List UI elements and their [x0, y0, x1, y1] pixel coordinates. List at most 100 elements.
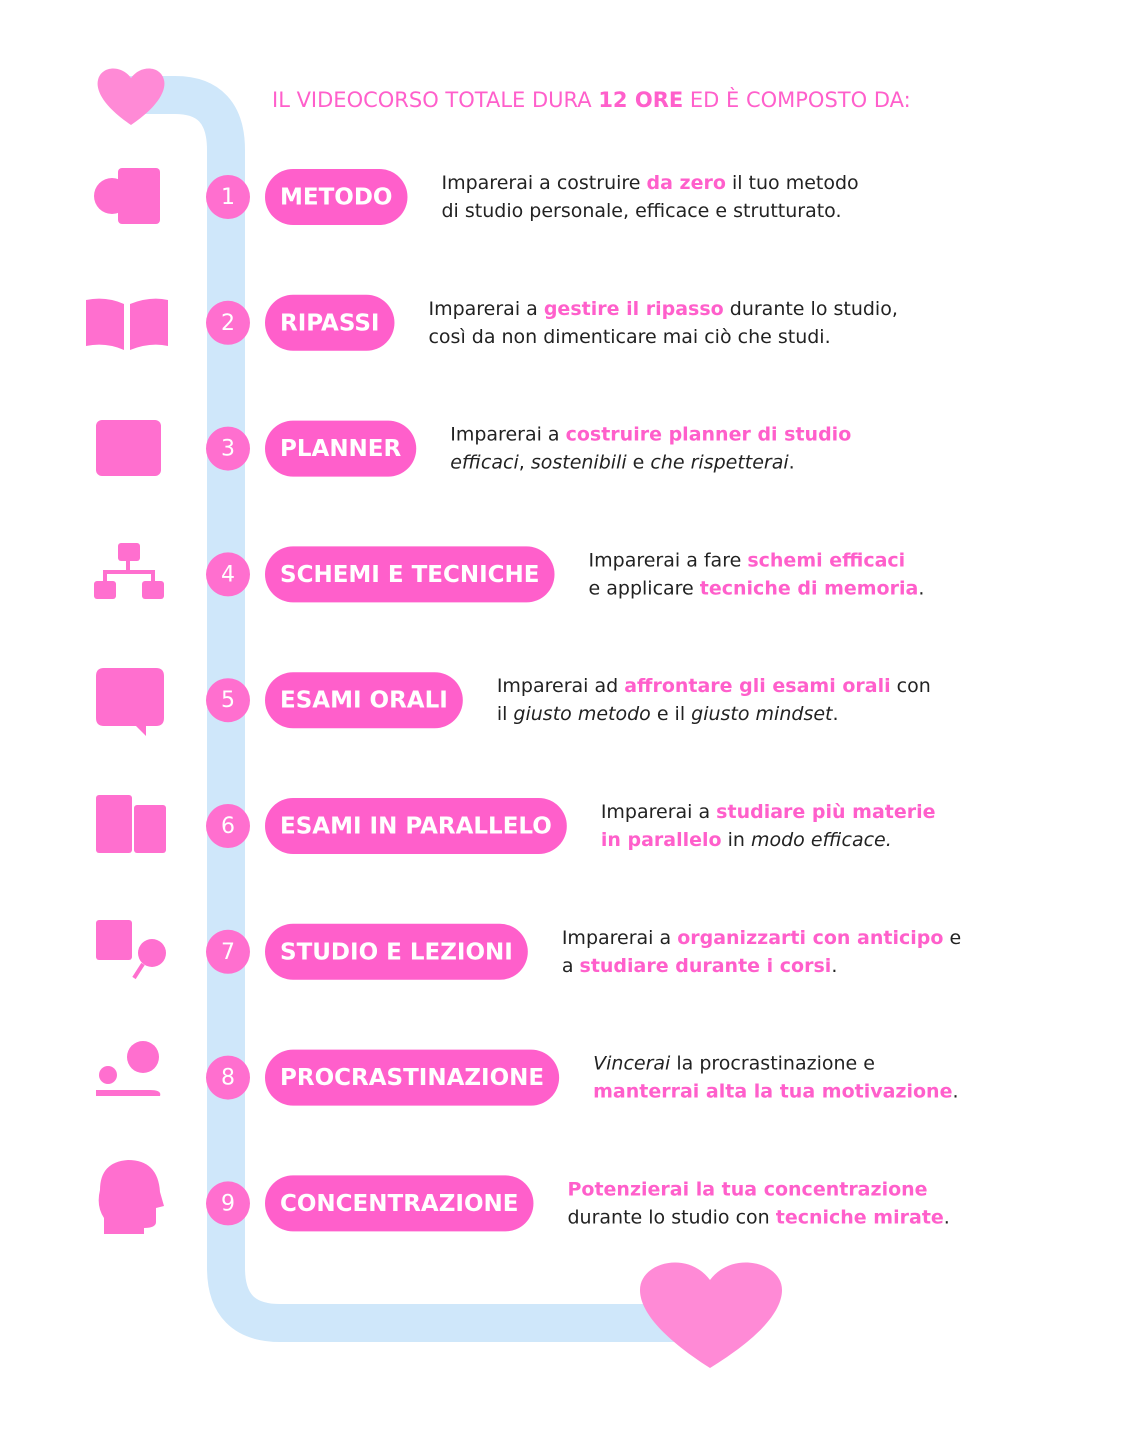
description-segment: così da non dimenticare mai ciò che stud…: [428, 325, 830, 347]
number-badge: [206, 929, 250, 974]
description-line: durante lo studio con tecniche mirate.: [567, 1206, 949, 1228]
number: 3: [221, 437, 235, 462]
description-segment: con: [891, 675, 931, 697]
header-segment: 12 ORE: [598, 88, 683, 112]
number-badge: [206, 804, 250, 848]
description-segment: gestire il ripasso: [544, 297, 724, 319]
header: IL VIDEOCORSO TOTALE DURA 12 ORE ED È CO…: [272, 87, 911, 112]
description-segment: .: [952, 1080, 958, 1102]
number-badge: [206, 1181, 250, 1226]
icon-speech: [96, 668, 164, 736]
description-segment: Imparerai a costruire: [441, 172, 646, 194]
number: 9: [221, 1191, 235, 1216]
number: 7: [221, 940, 235, 965]
module-label: PROCRASTINAZIONE: [280, 1065, 544, 1091]
module-label: PLANNER: [280, 436, 402, 462]
description-segment: studiare più materie: [716, 801, 935, 823]
description-segment: Imparerai a: [450, 423, 565, 445]
module-label: CONCENTRAZIONE: [280, 1191, 518, 1217]
description-line: Imparerai a organizzarti con anticipo e: [562, 926, 961, 948]
description-segment: .: [831, 954, 837, 976]
description-segment: manterrai alta la tua motivazione: [593, 1080, 952, 1102]
description-segment: .: [918, 577, 924, 599]
description-segment: la procrastinazione e: [670, 1052, 875, 1074]
number-badge: [206, 678, 250, 723]
description-segment: il tuo metodo: [726, 172, 859, 194]
module-label: METODO: [280, 185, 392, 211]
number-badge: [206, 552, 250, 597]
description-segment: Vincerai: [593, 1052, 671, 1074]
description-segment: sostenibili: [531, 451, 628, 473]
icon-head: [98, 1160, 164, 1234]
description-line: Imparerai a fare schemi efficaci: [589, 549, 906, 571]
description-segment: durante lo studio,: [724, 297, 898, 319]
description-segment: .: [944, 1206, 950, 1228]
header-segment: ED È COMPOSTO DA:: [683, 87, 910, 112]
pill: [265, 1175, 534, 1232]
number: 5: [221, 688, 235, 713]
description-segment: da zero: [647, 172, 726, 194]
description-line: efficaci, sostenibili e che rispetterai.: [450, 451, 794, 473]
icon-reading: [96, 920, 166, 980]
module-label: STUDIO E LEZIONI: [280, 939, 513, 965]
description-line: Imparerai a studiare più materie: [601, 801, 936, 823]
description-line: il giusto metodo e il giusto mindset.: [497, 703, 839, 725]
description-segment: .: [789, 451, 795, 473]
description-segment: che rispetterai: [650, 451, 789, 473]
description-line: a studiare durante i corsi.: [562, 954, 838, 976]
icon-book: [86, 298, 168, 350]
description-segment: il: [497, 703, 514, 725]
pill: [265, 923, 528, 980]
pill: [265, 169, 408, 225]
description-segment: in parallelo: [601, 829, 722, 851]
description-segment: studiare durante i corsi: [580, 954, 832, 976]
description-segment: tecniche di memoria: [700, 577, 919, 599]
description-segment: costruire planner di studio: [566, 423, 852, 445]
description-line: Imparerai a costruire da zero il tuo met…: [441, 172, 858, 194]
description-line: Imparerai ad affrontare gli esami orali …: [497, 675, 931, 697]
description-segment: in: [722, 829, 751, 851]
icon-method: [94, 168, 160, 224]
pill: [265, 1049, 560, 1106]
header-segment: IL VIDEOCORSO TOTALE DURA: [272, 88, 598, 112]
description-line: Potenzierai la tua concentrazione: [567, 1178, 927, 1200]
description-segment: Imparerai a: [601, 801, 716, 823]
description-segment: durante lo studio con: [567, 1206, 775, 1228]
description-line: così da non dimenticare mai ciò che stud…: [428, 325, 830, 347]
number: 2: [221, 311, 235, 336]
description-line: e applicare tecniche di memoria.: [589, 577, 925, 599]
module-label: ESAMI ORALI: [280, 688, 448, 714]
description-line: Imparerai a costruire planner di studio: [450, 423, 851, 445]
description-segment: Imparerai a fare: [589, 549, 748, 571]
pill: [265, 546, 555, 603]
description-segment: e il: [651, 703, 691, 725]
description-line: manterrai alta la tua motivazione.: [593, 1080, 958, 1102]
description-segment: di studio personale, efficace e struttur…: [441, 200, 841, 222]
description-segment: efficaci: [450, 451, 519, 473]
description-segment: e applicare: [589, 577, 700, 599]
module-label: SCHEMI E TECNICHE: [280, 562, 540, 588]
pill: [265, 294, 395, 351]
number-badge: [206, 300, 250, 345]
heart-bottom: [640, 1262, 782, 1368]
description-segment: affrontare gli esami orali: [624, 675, 890, 697]
description-line: Imparerai a gestire il ripasso durante l…: [428, 297, 897, 319]
description-segment: Imparerai a: [428, 297, 543, 319]
description-segment: .: [832, 703, 838, 725]
icon-time: [96, 1041, 161, 1096]
icon-documents: [96, 795, 166, 853]
number: 6: [221, 814, 235, 839]
description-segment: e: [627, 451, 651, 473]
heart-top: [97, 68, 165, 125]
number: 1: [221, 185, 235, 210]
pill: [265, 672, 463, 729]
description-segment: giusto metodo: [513, 703, 650, 725]
description-line: di studio personale, efficace e struttur…: [441, 200, 841, 222]
module-label: RIPASSI: [280, 310, 379, 336]
description-segment: e: [943, 926, 961, 948]
description-segment: Imparerai a: [562, 926, 677, 948]
description-line: Vincerai la procrastinazione e: [593, 1052, 875, 1074]
icons: [86, 168, 168, 1234]
number-badge: [206, 426, 250, 471]
